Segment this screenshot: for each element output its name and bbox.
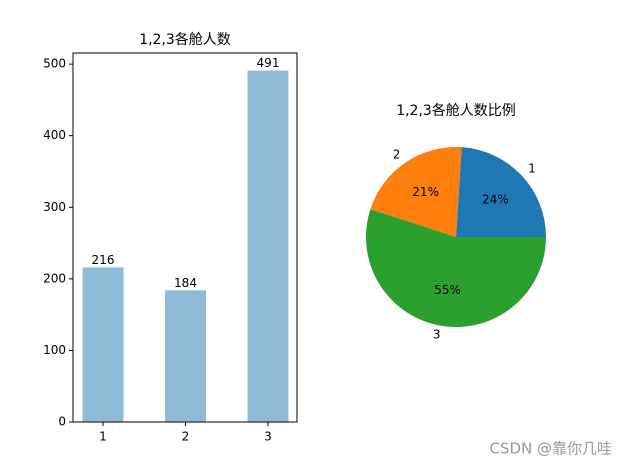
y-tick-label: 400 <box>43 128 66 142</box>
percent-label: 21% <box>412 185 439 199</box>
bar <box>165 290 206 422</box>
percent-label: 24% <box>482 193 509 207</box>
x-tick-label: 3 <box>264 430 272 444</box>
y-tick-label: 500 <box>43 57 66 71</box>
bar <box>82 267 124 422</box>
y-tick-label: 200 <box>43 271 66 285</box>
data-label: 184 <box>174 276 197 290</box>
slice-label: 2 <box>393 148 401 162</box>
x-tick-label: 1 <box>99 430 107 444</box>
slice-label: 1 <box>528 162 536 176</box>
y-tick-label: 0 <box>58 415 66 429</box>
axes-frame <box>72 52 298 423</box>
pie-slice <box>366 209 546 328</box>
data-label: 216 <box>92 253 115 267</box>
pie-slice <box>370 147 462 237</box>
watermark: CSDN @靠你几哇 <box>489 440 612 458</box>
slice-label: 3 <box>433 327 441 341</box>
percent-label: 55% <box>434 283 461 297</box>
bar <box>247 70 289 423</box>
x-tick-label: 2 <box>182 430 190 444</box>
y-tick-label: 300 <box>43 200 66 214</box>
data-label: 491 <box>257 56 280 70</box>
pie-title: 1,2,3各舱人数比例 <box>396 103 516 119</box>
pie-slice <box>456 147 546 237</box>
bar-title: 1,2,3各舱人数 <box>139 32 231 48</box>
y-tick-label: 100 <box>43 343 66 357</box>
